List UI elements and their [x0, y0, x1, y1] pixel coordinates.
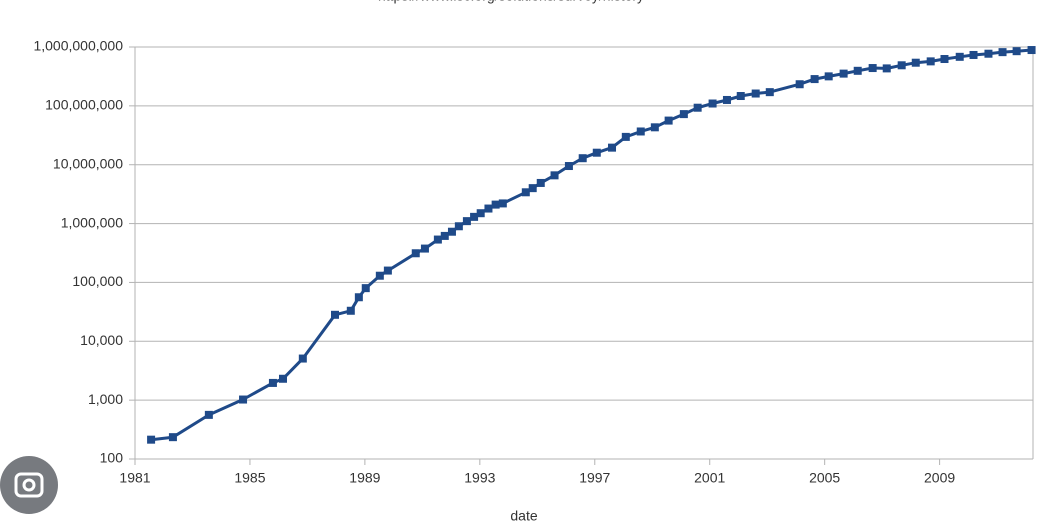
data-point — [470, 212, 479, 221]
data-point — [298, 354, 307, 363]
data-point — [354, 293, 363, 302]
data-point — [440, 231, 449, 240]
data-point — [853, 66, 862, 75]
data-point — [810, 75, 819, 84]
data-point — [751, 89, 760, 98]
y-tick-label: 100,000,000 — [45, 97, 123, 113]
data-point — [926, 57, 935, 66]
data-point — [955, 52, 964, 61]
data-point — [476, 209, 485, 218]
data-point — [564, 162, 573, 171]
data-point — [824, 72, 833, 81]
x-tick-label: 2005 — [809, 470, 840, 486]
chart-title: https://www.isc.org/solutions/survey/his… — [378, 0, 644, 4]
data-point — [795, 80, 804, 89]
lens-icon-dot — [22, 478, 36, 492]
data-point — [447, 227, 456, 236]
data-point — [621, 132, 630, 141]
y-tick-label: 100,000 — [72, 273, 123, 289]
data-point — [528, 184, 537, 193]
data-point — [882, 64, 891, 73]
y-tick-label: 1,000,000 — [61, 214, 123, 230]
data-point — [897, 61, 906, 70]
data-point — [868, 64, 877, 73]
data-point — [383, 266, 392, 275]
y-tick-label: 10,000,000 — [53, 155, 123, 171]
data-point — [239, 395, 248, 404]
data-point — [433, 235, 442, 244]
x-tick-label: 1985 — [234, 470, 265, 486]
lens-icon — [14, 472, 44, 498]
data-point — [521, 188, 530, 197]
data-point — [708, 99, 717, 108]
data-point — [592, 148, 601, 157]
data-point — [664, 116, 673, 125]
data-point — [1027, 46, 1036, 55]
x-axis-label: date — [510, 508, 537, 524]
data-point — [278, 374, 287, 383]
y-tick-label: 1,000 — [88, 391, 123, 407]
x-tick-label: 1993 — [464, 470, 495, 486]
x-tick-label: 2001 — [694, 470, 725, 486]
data-point — [722, 95, 731, 104]
data-point — [462, 217, 471, 226]
data-point — [998, 48, 1007, 57]
data-point — [1012, 47, 1021, 56]
data-point — [536, 178, 545, 187]
x-tick-label: 1997 — [579, 470, 610, 486]
data-point — [411, 249, 420, 258]
data-point — [346, 306, 355, 315]
y-tick-label: 10,000 — [80, 332, 123, 348]
data-point — [693, 103, 702, 112]
data-point — [636, 127, 645, 136]
data-point — [331, 310, 340, 319]
data-point — [578, 154, 587, 163]
data-point — [491, 200, 500, 209]
y-tick-label: 1,000,000,000 — [33, 38, 123, 54]
y-tick-label: 100 — [100, 450, 124, 466]
x-tick-label: 2009 — [924, 470, 955, 486]
data-point — [650, 123, 659, 132]
data-point — [168, 433, 177, 442]
data-point — [911, 58, 920, 67]
data-point — [454, 222, 463, 231]
data-point — [204, 410, 213, 419]
data-point — [736, 92, 745, 101]
data-point — [484, 204, 493, 213]
data-point — [550, 171, 559, 180]
data-point — [969, 50, 978, 59]
data-point — [839, 69, 848, 78]
data-point — [984, 49, 993, 58]
lens-button[interactable] — [0, 456, 58, 514]
x-tick-label: 1981 — [119, 470, 150, 486]
data-point — [361, 284, 370, 293]
data-point — [420, 244, 429, 253]
x-tick-label: 1989 — [349, 470, 380, 486]
data-point — [679, 110, 688, 119]
data-point — [268, 378, 277, 387]
data-point — [498, 199, 507, 208]
data-point — [765, 88, 774, 97]
data-point — [375, 271, 384, 280]
data-point — [608, 143, 617, 152]
data-point — [147, 435, 156, 444]
lens-circle[interactable] — [0, 456, 58, 514]
data-point — [940, 55, 949, 64]
